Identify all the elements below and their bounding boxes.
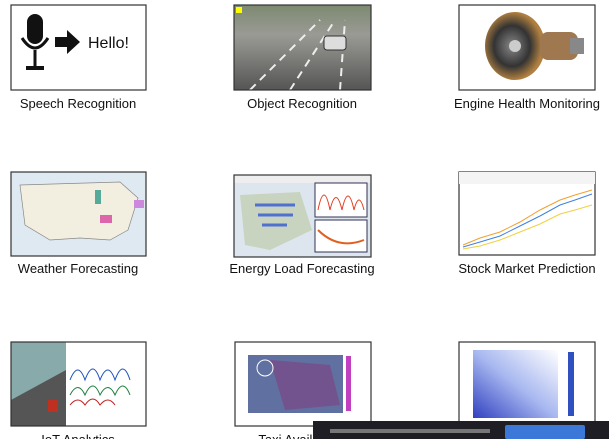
engine-thumbnail (459, 5, 595, 90)
stock-thumbnail (459, 172, 595, 255)
road-thumbnail (234, 5, 371, 90)
tile-caption: Weather Forecasting (18, 261, 138, 276)
iot-thumbnail (11, 342, 146, 426)
tile-caption: Speech Recognition (20, 96, 136, 111)
speech-thumbnail: Hello! (11, 5, 146, 90)
speech-text: Hello! (88, 35, 129, 52)
tile-caption: IoT Analytics (41, 432, 115, 439)
heatmap-thumbnail (459, 342, 595, 426)
weather-thumbnail (11, 172, 146, 256)
tile-caption: Engine Health Monitoring (454, 96, 600, 111)
stop-button[interactable] (505, 425, 585, 439)
tile-caption: Stock Market Prediction (458, 261, 595, 276)
energy-thumbnail (234, 175, 371, 257)
tile-caption: Energy Load Forecasting (229, 261, 374, 276)
share-bar (313, 421, 609, 439)
tile-caption: Object Recognition (247, 96, 357, 111)
slide: Hello! (0, 0, 609, 439)
page: Hello! (0, 0, 609, 439)
taxi-thumbnail (235, 342, 371, 426)
